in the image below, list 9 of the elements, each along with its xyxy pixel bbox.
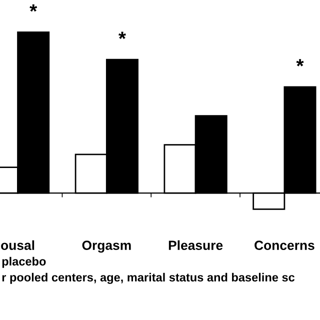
text: placebo	[2, 256, 46, 268]
x-tick-label: Concerns	[254, 240, 314, 250]
text: r pooled centers, age, marital status and baseline sc	[2, 272, 295, 284]
annotation: *	[296, 59, 304, 66]
x-tick-label: ousal	[1, 240, 34, 250]
annotation: *	[118, 32, 126, 39]
x-tick-label: Orgasm	[82, 240, 131, 253]
annotation: *	[30, 4, 38, 12]
x-tick-label: Pleasure	[168, 240, 223, 250]
